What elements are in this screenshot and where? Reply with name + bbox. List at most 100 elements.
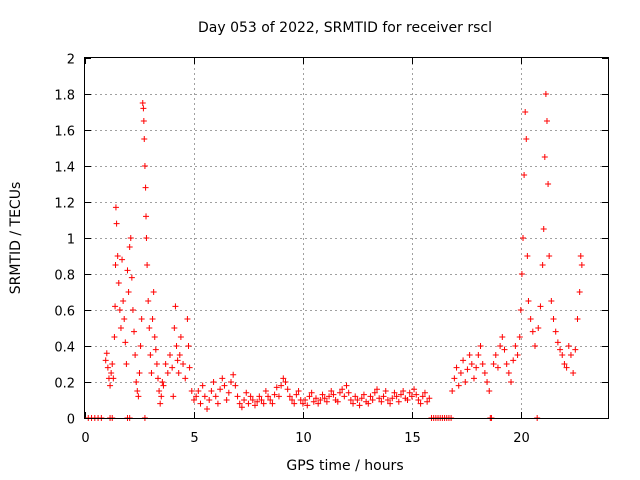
data-point: [550, 316, 557, 322]
x-axis-label: GPS time / hours: [286, 458, 403, 474]
data-point: [232, 382, 239, 389]
data-point: [199, 382, 206, 389]
data-point: [267, 397, 274, 403]
data-point: [219, 375, 226, 382]
data-point: [510, 357, 517, 364]
data-point: [251, 402, 258, 409]
data-point: [306, 393, 313, 400]
data-point: [479, 361, 486, 367]
data-point: [484, 379, 491, 385]
data-point: [421, 389, 428, 396]
data-point: [147, 352, 154, 358]
data-point: [529, 328, 536, 335]
data-point: [126, 244, 133, 250]
data-point: [113, 220, 120, 227]
data-point: [140, 118, 147, 124]
data-point: [243, 389, 250, 396]
data-point: [378, 398, 385, 405]
data-point: [223, 397, 230, 403]
data-point: [449, 388, 456, 394]
data-point: [150, 289, 157, 295]
data-point: [565, 343, 572, 349]
y-axis: 0 0.2 0.4 0.6 0.8 1 1.2 1.4 1.6 1.8 2: [54, 53, 608, 428]
data-point: [374, 386, 381, 393]
data-point: [125, 289, 132, 295]
plot-frame: [84, 57, 609, 419]
data-point: [164, 370, 171, 376]
data-point: [371, 389, 378, 396]
data-point: [275, 393, 282, 400]
y-tick-label: 0.8: [54, 269, 75, 284]
data-point: [175, 370, 182, 376]
data-point: [341, 393, 348, 400]
data-point: [115, 280, 122, 286]
data-point: [497, 343, 504, 349]
data-point: [354, 397, 361, 403]
data-point: [141, 136, 148, 142]
data-point: [350, 400, 357, 407]
data-point: [102, 357, 109, 364]
data-point: [408, 393, 415, 400]
data-point: [393, 393, 400, 400]
data-point: [149, 316, 156, 322]
data-point: [419, 393, 426, 400]
y-tick-label: 0.2: [54, 377, 75, 392]
data-point: [241, 397, 248, 403]
data-point: [572, 346, 579, 353]
data-point: [578, 262, 585, 268]
data-point: [548, 298, 555, 304]
data-point: [139, 100, 146, 106]
data-point: [522, 109, 529, 115]
data-point: [293, 391, 300, 398]
data-point: [137, 343, 144, 349]
data-point: [155, 375, 162, 382]
data-point: [499, 334, 506, 340]
y-tick-label: 1.6: [54, 125, 75, 140]
data-point: [554, 339, 561, 346]
data-point: [169, 364, 176, 371]
data-point: [286, 393, 293, 400]
x-tick-label: 15: [404, 431, 421, 446]
data-point: [523, 136, 530, 142]
data-point: [473, 364, 480, 371]
data-point: [514, 352, 521, 358]
data-point: [152, 346, 159, 353]
data-point: [308, 389, 315, 396]
data-point: [225, 389, 232, 396]
data-point: [334, 398, 341, 405]
data-point: [505, 370, 512, 376]
data-point: [299, 400, 306, 407]
data-point: [245, 400, 252, 407]
data-point: [172, 303, 179, 310]
data-point: [384, 397, 391, 403]
data-point: [109, 361, 116, 367]
data-point: [170, 393, 177, 400]
data-point: [214, 400, 221, 407]
data-point: [304, 402, 311, 409]
data-point: [397, 391, 404, 398]
y-tick-label: 1.4: [54, 161, 75, 176]
data-point: [212, 393, 219, 400]
data-point: [389, 395, 396, 402]
y-axis-label: SRMTID / TECUs: [8, 182, 24, 295]
data-point: [134, 388, 141, 394]
data-point: [539, 262, 546, 268]
data-point: [204, 406, 211, 412]
data-point: [157, 400, 164, 407]
data-point: [380, 393, 387, 400]
data-point: [531, 343, 538, 349]
data-point: [193, 393, 200, 400]
data-point: [376, 395, 383, 402]
data-point: [369, 397, 376, 403]
data-point: [563, 364, 570, 371]
data-point: [426, 395, 433, 402]
data-point: [238, 404, 245, 411]
data-point: [524, 253, 531, 259]
data-point: [481, 370, 488, 376]
data-point: [104, 364, 111, 371]
data-point: [107, 382, 114, 389]
data-point: [336, 389, 343, 396]
data-point: [367, 393, 374, 400]
chart-title: Day 053 of 2022, SRMTID for receiver rsc…: [198, 20, 492, 36]
data-point: [280, 375, 287, 382]
